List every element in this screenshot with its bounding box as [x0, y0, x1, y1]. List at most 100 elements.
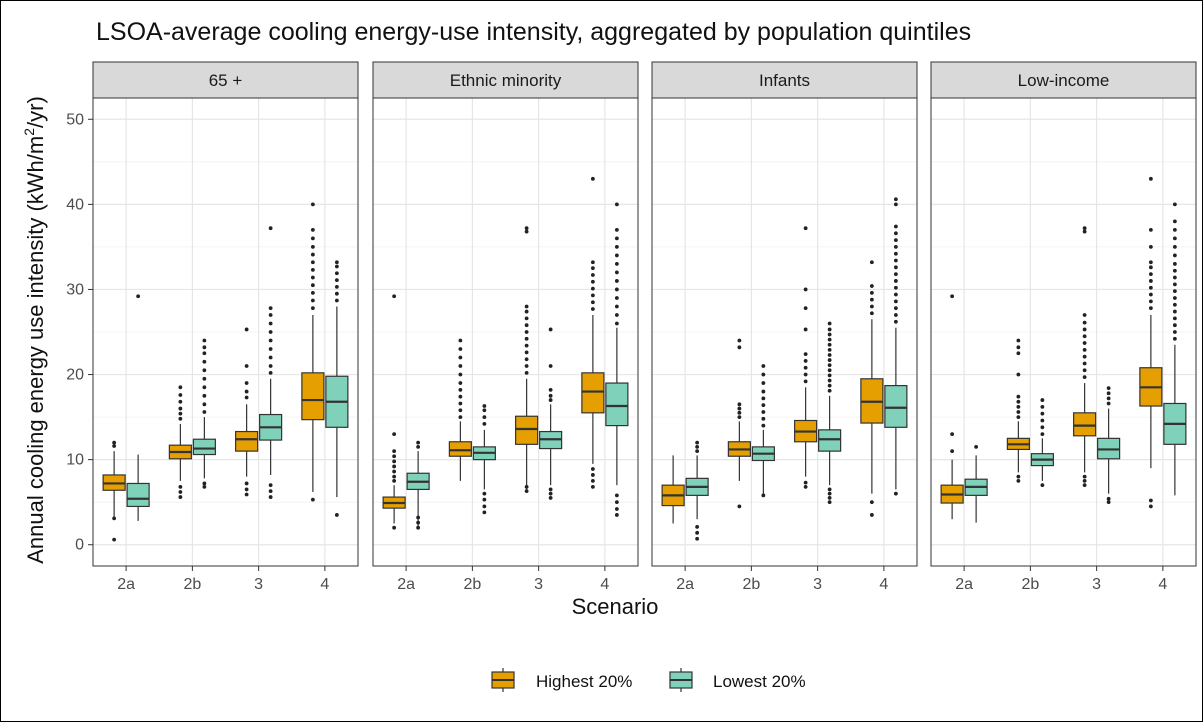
outlier-point [1106, 391, 1111, 396]
outlier-point [268, 483, 273, 488]
outlier-point [761, 396, 766, 401]
facet-panel: Ethnic minority 2a 2b 3 4 [372, 61, 639, 593]
outlier-point [268, 313, 273, 317]
outlier-point [548, 387, 553, 392]
outlier-point [1172, 282, 1177, 287]
outlier-point [1148, 285, 1153, 290]
box-body [448, 441, 472, 457]
outlier-point [590, 293, 595, 298]
outlier-point [178, 385, 183, 390]
outlier-point [1082, 320, 1087, 325]
outlier-point [1172, 236, 1177, 241]
outlier-point [1172, 296, 1177, 300]
outlier-point [614, 253, 619, 258]
outlier-point [178, 411, 183, 416]
outlier-point [202, 351, 207, 356]
outlier-point [136, 294, 141, 299]
outlier-point [614, 321, 619, 326]
facet-strip [930, 61, 1197, 99]
outlier-point [392, 432, 397, 437]
outlier-point [1106, 401, 1111, 406]
outlier-point [178, 416, 183, 421]
outlier-point [392, 459, 397, 464]
outlier-point [869, 297, 874, 302]
box-body [884, 385, 908, 428]
outlier-point [268, 338, 273, 343]
outlier-point [244, 492, 249, 497]
box-body [192, 438, 216, 456]
y-axis: 0 10 20 30 40 50 [66, 111, 93, 554]
outlier-point [310, 298, 315, 303]
outlier-point [416, 520, 421, 525]
outlier-point [458, 338, 463, 343]
outlier-point [244, 395, 249, 400]
facet-strip [92, 61, 359, 99]
outlier-point [244, 389, 249, 394]
outlier-point [803, 480, 808, 485]
outlier-point [524, 304, 529, 309]
panel-border [930, 97, 1197, 567]
box-4-highest [581, 176, 605, 489]
outlier-point [524, 316, 529, 321]
x-tick-label: 3 [254, 576, 263, 593]
outlier-point [310, 236, 315, 241]
outlier-point [614, 500, 619, 505]
outlier-point [737, 345, 742, 350]
x-tick-label: 4 [1158, 576, 1167, 593]
x-tick-label: 4 [320, 576, 329, 593]
outlier-point [590, 279, 595, 284]
outlier-point [827, 327, 832, 332]
outlier-point [524, 226, 529, 231]
outlier-point [893, 224, 898, 229]
y-axis-title-superscript: 2 [21, 128, 37, 136]
outlier-point [950, 432, 955, 437]
legend-label-lowest: Lowest 20% [713, 672, 806, 691]
outlier-point [310, 290, 315, 295]
outlier-point [1040, 411, 1045, 416]
x-tick-label: 2a [676, 576, 694, 593]
outlier-point [869, 500, 874, 505]
outlier-point [268, 495, 273, 499]
y-tick-label: 30 [66, 281, 84, 298]
outlier-point [482, 491, 487, 496]
outlier-point [761, 416, 766, 421]
outlier-point [893, 251, 898, 256]
outlier-point [334, 285, 339, 289]
outlier-point [827, 332, 832, 337]
outlier-point [202, 376, 207, 381]
box-4-highest [301, 202, 325, 502]
outlier-point [458, 415, 463, 419]
outlier-point [827, 368, 832, 373]
outlier-point [827, 363, 832, 368]
box-2a-lowest [964, 444, 988, 523]
outlier-point [893, 279, 898, 283]
outlier-point [268, 306, 273, 311]
outlier-point [524, 489, 529, 494]
outlier-point [803, 379, 808, 384]
outlier-point [974, 444, 979, 449]
outlier-point [334, 513, 339, 517]
x-tick-label: 2a [117, 576, 135, 593]
outlier-point [202, 359, 207, 364]
outlier-point [458, 401, 463, 406]
outlier-point [761, 372, 766, 377]
outlier-point [482, 421, 487, 426]
outlier-point [893, 202, 898, 207]
outlier-point [614, 262, 619, 266]
outlier-point [803, 359, 808, 363]
outlier-point [1016, 399, 1021, 404]
box-body [1073, 412, 1097, 437]
outlier-point [1172, 302, 1177, 307]
outlier-point [827, 496, 832, 500]
outlier-point [458, 408, 463, 413]
outlier-point [416, 444, 421, 449]
outlier-point [1082, 229, 1087, 234]
outlier-point [695, 524, 700, 529]
outlier-point [761, 423, 766, 428]
outlier-point [737, 406, 742, 411]
outlier-point [548, 327, 553, 332]
outlier-point [112, 516, 117, 521]
outlier-point [869, 311, 874, 316]
outlier-point [1106, 386, 1111, 391]
